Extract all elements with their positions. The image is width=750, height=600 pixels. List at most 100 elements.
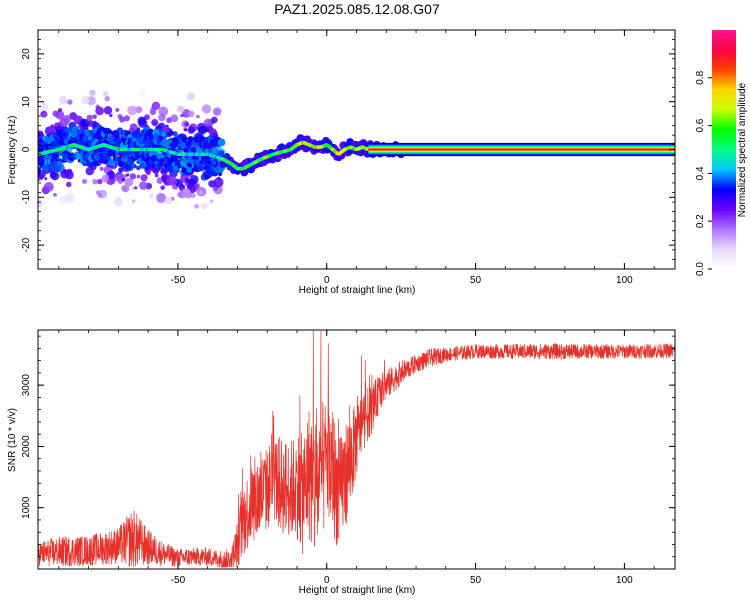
spectrogram-blob xyxy=(87,161,94,167)
spectrogram-blob xyxy=(196,114,200,119)
spectrogram-blob xyxy=(214,108,220,115)
spectrogram-blob xyxy=(170,114,179,123)
spectrogram-blob xyxy=(38,198,43,207)
spectrogram-blob xyxy=(134,186,138,190)
spectrogram-blob xyxy=(201,104,212,114)
spectrogram-blob xyxy=(92,178,98,185)
spectrogram-blob xyxy=(184,121,190,127)
spectrogram-blob xyxy=(80,118,90,128)
spectrogram-blob xyxy=(197,165,203,171)
spectrogram-blob xyxy=(137,116,147,126)
y-tick-label: 20 xyxy=(21,48,32,60)
spectrogram-blob xyxy=(139,162,146,169)
spectrogram-blob xyxy=(190,192,196,198)
spectrogram-blob xyxy=(129,173,137,180)
colorbar-tick-label: 0.4 xyxy=(695,166,706,180)
spectrogram-blob xyxy=(65,181,72,188)
spectrogram-blob xyxy=(81,178,87,184)
colorbar-tick-label: 0.8 xyxy=(695,70,706,84)
x-tick-label: -50 xyxy=(171,275,186,286)
spectrogram-blob xyxy=(156,192,166,203)
spectrogram-blob xyxy=(181,188,192,198)
spectrogram-blob xyxy=(204,148,209,153)
spectrogram-blob xyxy=(209,199,214,204)
spectrogram-blob xyxy=(208,128,218,137)
spectrogram-band xyxy=(368,149,675,150)
spectrogram-blob xyxy=(104,95,110,102)
spectrogram-blob xyxy=(160,185,165,190)
spectrogram-blob xyxy=(58,96,68,105)
spectrogram-blob xyxy=(87,120,95,127)
x-tick-label: 100 xyxy=(616,275,633,286)
spectrogram-blob xyxy=(176,105,185,114)
spectrogram-blob xyxy=(40,172,44,176)
spectrogram-blob xyxy=(186,92,195,101)
spectrogram-blob xyxy=(154,173,159,178)
spectrogram-blob xyxy=(95,106,105,116)
spectrogram-x-axis-label: Height of straight line (km) xyxy=(299,285,416,296)
colorbar-ticks: 0.0 0.2 0.4 0.6 0.8 xyxy=(695,70,712,276)
y-tick-label: -20 xyxy=(21,237,32,252)
y-tick-label: 1000 xyxy=(21,496,32,519)
spectrogram-blob xyxy=(103,106,113,115)
spectrogram-blob xyxy=(127,105,137,116)
spectrogram-blob xyxy=(204,174,210,180)
spectrogram-blob xyxy=(211,116,218,124)
spectrogram-blob xyxy=(186,162,192,168)
spectrogram-blob xyxy=(168,176,178,186)
spectrogram-blob xyxy=(58,108,63,113)
spectrogram-blob xyxy=(200,202,209,210)
colorbar-tick-label: 0.0 xyxy=(695,262,706,276)
colorbar-tick-label: 0.6 xyxy=(695,118,706,132)
spectrogram-blob xyxy=(151,101,161,111)
spectrogram-blob xyxy=(208,180,216,188)
spectrogram-blob xyxy=(50,124,55,129)
snr-y-axis-label: SNR (10 * v/v) xyxy=(7,408,18,472)
spectrogram-blob xyxy=(121,185,128,192)
spectrogram-blob xyxy=(135,165,141,171)
spectrogram-blob xyxy=(135,106,143,114)
spectrogram-blob xyxy=(113,197,123,207)
spectrogram-blob xyxy=(38,138,43,143)
spectrogram-blob xyxy=(158,106,169,117)
spectrogram-blob xyxy=(53,192,57,197)
spectrogram-blob xyxy=(181,178,186,183)
spectrogram-ticks: -50 0 50 100 -20 -10 0 10 20 xyxy=(21,29,675,286)
spectrogram-y-axis-label: Frequency (Hz) xyxy=(7,116,18,185)
spectrogram-ridge-blob xyxy=(364,147,370,151)
spectrogram-blob xyxy=(38,177,41,182)
spectrogram-blob xyxy=(150,163,156,169)
spectrogram-blob xyxy=(185,178,189,183)
y-tick-label: 10 xyxy=(21,96,32,108)
spectrogram-blob xyxy=(199,190,204,195)
snr-x-axis-label: Height of straight line (km) xyxy=(299,585,416,596)
colorbar: 0.0 0.2 0.4 0.6 0.8 Normalized spectral ampl… xyxy=(695,30,748,276)
spectrogram-blob xyxy=(81,96,90,105)
snr-ticks: -50 0 50 100 1000 2000 3000 xyxy=(21,330,675,586)
spectrogram-marks xyxy=(38,89,675,210)
spectrogram-blob xyxy=(138,89,147,98)
spectrogram-blob xyxy=(163,126,170,133)
spectrogram-blob xyxy=(85,166,94,176)
spectrogram-blob xyxy=(44,177,48,181)
spectrogram-blob xyxy=(218,172,223,177)
spectrogram-blob xyxy=(119,116,126,123)
spectrogram-blob xyxy=(160,167,168,176)
spectrogram-blob xyxy=(114,133,120,139)
spectrogram-blob xyxy=(123,115,130,122)
x-tick-label: 50 xyxy=(470,275,482,286)
spectrogram-blob xyxy=(97,178,103,185)
spectrogram-blob xyxy=(86,114,93,121)
spectrogram-blob xyxy=(108,130,113,134)
spectrogram-blob xyxy=(101,174,110,183)
spectrogram-blob xyxy=(149,108,157,116)
spectrogram-blob xyxy=(40,110,48,118)
spectrogram-blob xyxy=(124,177,134,187)
spectrogram-blob xyxy=(92,114,97,119)
spectrogram-blob xyxy=(218,150,225,156)
x-tick-label: 50 xyxy=(470,575,482,586)
x-tick-label: 100 xyxy=(616,575,633,586)
spectrogram-blob xyxy=(52,110,59,117)
spectrogram-blob xyxy=(121,177,126,182)
spectrogram-blob xyxy=(158,113,166,122)
